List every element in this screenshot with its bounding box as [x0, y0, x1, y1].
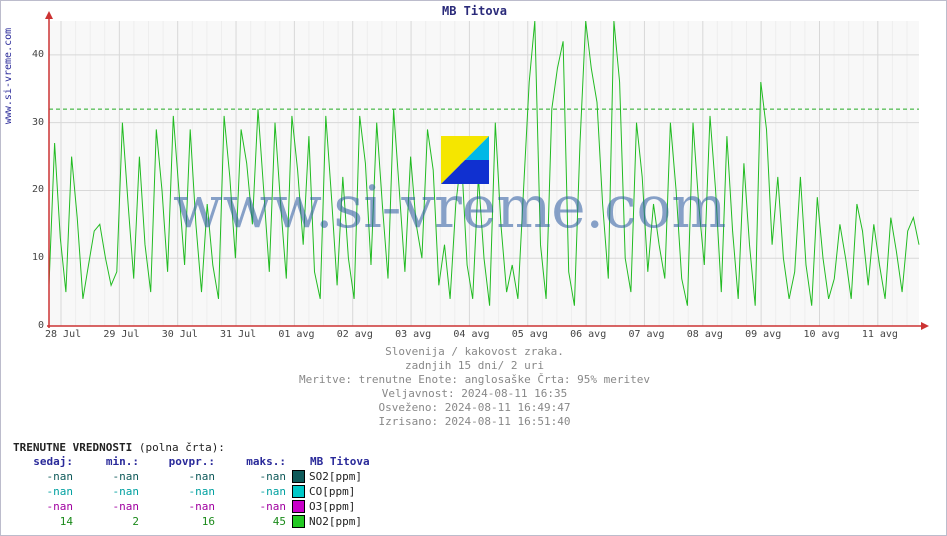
table-cell: -nan	[79, 499, 145, 514]
table-row: -nan-nan-nan-nanO3[ppm]	[13, 499, 430, 514]
table-cell: -nan	[145, 469, 221, 484]
table-row: -nan-nan-nan-nanSO2[ppm]	[13, 469, 430, 484]
legend-cell: CO[ppm]	[292, 484, 412, 499]
x-tick-label: 07 avg	[628, 329, 664, 340]
x-tick-label: 04 avg	[453, 329, 489, 340]
x-tick-label: 11 avg	[862, 329, 898, 340]
legend-cell: NO2[ppm]	[292, 514, 412, 529]
table-cell: -nan	[79, 484, 145, 499]
table-cell: -nan	[13, 484, 79, 499]
y-tick-label: 40	[14, 49, 44, 60]
table-title: TRENUTNE VREDNOSTI (polna črta):	[13, 441, 430, 454]
footer-line-1: Slovenija / kakovost zraka.	[1, 345, 947, 359]
table-cell: -nan	[145, 484, 221, 499]
x-tick-label: 03 avg	[395, 329, 431, 340]
x-tick-label: 31 Jul	[220, 329, 256, 340]
x-tick-label: 29 Jul	[103, 329, 139, 340]
table-cell: -nan	[221, 469, 292, 484]
chart-svg	[1, 1, 946, 341]
x-tick-label: 06 avg	[570, 329, 606, 340]
table-cell: -nan	[13, 499, 79, 514]
footer-line-6: Izrisano: 2024-08-11 16:51:40	[1, 415, 947, 429]
table-header-cell: min.:	[79, 454, 145, 469]
table-cell: 14	[13, 514, 79, 529]
x-tick-label: 02 avg	[337, 329, 373, 340]
chart-container: MB Titova www.si-vreme.com www.si-vreme.…	[0, 0, 947, 536]
table-cell: -nan	[13, 469, 79, 484]
footer-line-5: Osveženo: 2024-08-11 16:49:47	[1, 401, 947, 415]
legend-swatch-icon	[292, 500, 305, 513]
footer-line-4: Veljavnost: 2024-08-11 16:35	[1, 387, 947, 401]
legend-cell: O3[ppm]	[292, 499, 412, 514]
table-row: 1421645 NO2[ppm]	[13, 514, 430, 529]
table-cell: -nan	[221, 484, 292, 499]
table-title-rest: (polna črta):	[132, 441, 225, 454]
x-tick-label: 08 avg	[687, 329, 723, 340]
legend-label: NO2[ppm]	[309, 514, 362, 529]
y-tick-label: 0	[14, 320, 44, 331]
x-tick-label: 28 Jul	[45, 329, 81, 340]
table-cell: -nan	[79, 469, 145, 484]
table-cell: -nan	[221, 499, 292, 514]
footer-line-3: Meritve: trenutne Enote: anglosaške Črta…	[1, 373, 947, 387]
footer-metadata: Slovenija / kakovost zraka. zadnjih 15 d…	[1, 345, 947, 429]
table-header-legend: MB Titova	[292, 454, 430, 469]
x-tick-label: 30 Jul	[162, 329, 198, 340]
table-header-cell: povpr.:	[145, 454, 221, 469]
table-row: -nan-nan-nan-nanCO[ppm]	[13, 484, 430, 499]
legend-label: CO[ppm]	[309, 484, 355, 499]
legend-label: SO2[ppm]	[309, 469, 362, 484]
legend-swatch-icon	[292, 515, 305, 528]
table-header-cell: maks.:	[221, 454, 292, 469]
legend-swatch-icon	[292, 470, 305, 483]
x-tick-label: 09 avg	[745, 329, 781, 340]
stats-table: TRENUTNE VREDNOSTI (polna črta): sedaj:m…	[13, 441, 430, 529]
legend-cell: SO2[ppm]	[292, 469, 412, 484]
x-tick-label: 10 avg	[803, 329, 839, 340]
x-tick-label: 01 avg	[278, 329, 314, 340]
legend-label: O3[ppm]	[309, 499, 355, 514]
table-cell: -nan	[145, 499, 221, 514]
legend-swatch-icon	[292, 485, 305, 498]
x-tick-label: 05 avg	[512, 329, 548, 340]
table-cell: 16	[145, 514, 221, 529]
table-header-cell: sedaj:	[13, 454, 79, 469]
table-cell: 45	[221, 514, 292, 529]
y-tick-label: 30	[14, 117, 44, 128]
table-title-bold: TRENUTNE VREDNOSTI	[13, 441, 132, 454]
y-tick-label: 20	[14, 184, 44, 195]
footer-line-2: zadnjih 15 dni/ 2 uri	[1, 359, 947, 373]
table-header-row: sedaj:min.:povpr.:maks.:MB Titova	[13, 454, 430, 469]
table-cell: 2	[79, 514, 145, 529]
y-tick-label: 10	[14, 252, 44, 263]
